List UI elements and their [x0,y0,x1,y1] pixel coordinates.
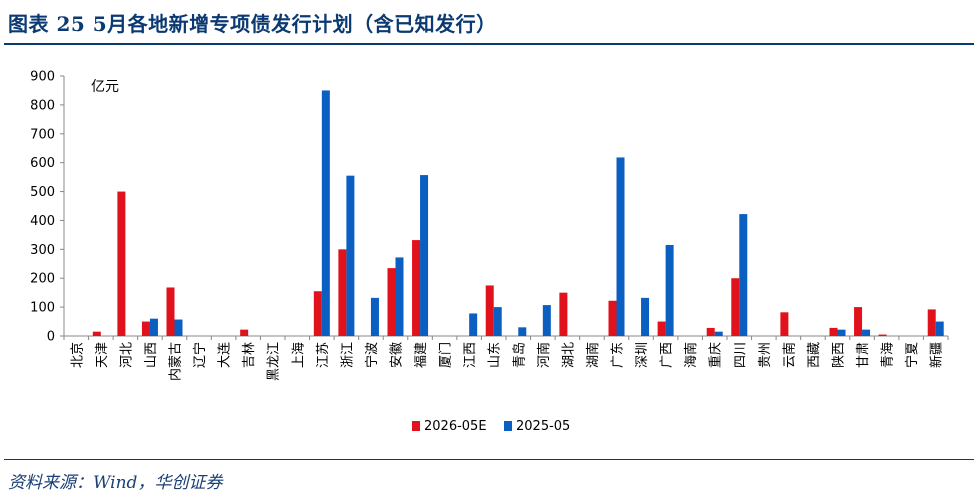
bar-2026-05E [780,312,789,336]
bar-2025-05 [518,327,527,336]
bar-2026-05E [412,240,421,336]
legend-swatch [412,421,420,431]
bar-2026-05E [927,309,936,336]
x-tick-label: 广西 [660,342,675,368]
x-tick-label: 青岛 [511,342,527,368]
bar-2025-05 [346,175,355,336]
x-tick-label: 内蒙古 [168,342,184,381]
bar-2026-05E [141,321,150,336]
x-tick-label: 江苏 [315,342,331,368]
bar-2026-05E [608,300,617,336]
x-tick-label: 宁夏 [904,342,920,368]
bar-2025-05 [641,297,650,336]
x-tick-label: 河北 [119,342,134,368]
x-tick-label: 厦门 [439,342,454,368]
bar-2025-05 [616,157,625,336]
bar-2025-05 [862,329,871,336]
bar-2025-05 [714,331,723,336]
bar-2026-05E [731,278,740,336]
y-tick-label: 300 [30,243,55,258]
bar-2025-05 [542,305,551,336]
bar-2025-05 [493,307,502,336]
title-divider [4,43,974,45]
x-tick-label: 云南 [781,342,797,368]
bar-2025-05 [837,329,846,336]
bar-2026-05E [559,292,568,336]
x-tick-label: 广东 [611,342,626,368]
x-tick-label: 四川 [733,342,748,368]
bar-2026-05E [387,268,396,336]
x-tick-label: 黑龙江 [267,342,282,381]
x-tick-label: 重庆 [708,342,724,368]
bar-2025-05 [370,297,379,336]
x-tick-label: 宁波 [364,342,380,368]
x-tick-label: 浙江 [340,342,355,368]
y-tick-label: 800 [30,98,55,113]
bar-2025-05 [739,214,748,336]
y-tick-label: 100 [30,301,55,316]
y-tick-label: 200 [30,272,55,287]
bar-2026-05E [829,327,838,336]
bar-2026-05E [338,249,347,336]
legend-swatch [504,421,512,431]
bar-2026-05E [878,334,887,336]
bar-2026-05E [240,329,249,336]
x-tick-label: 陕西 [832,342,847,368]
bar-2025-05 [665,245,674,336]
y-tick-label: 900 [30,70,55,85]
x-tick-label: 吉林 [242,342,257,368]
footer-divider [4,459,974,460]
bar-2025-05 [935,321,944,336]
x-tick-label: 湖南 [585,342,601,368]
y-tick-label: 700 [30,127,55,142]
x-tick-label: 山西 [144,342,159,368]
x-tick-label: 福建 [414,342,429,368]
bar-2026-05E [117,191,126,336]
x-tick-label: 辽宁 [192,342,208,368]
x-tick-label: 新疆 [929,342,945,368]
bar-2026-05E [485,285,494,336]
y-tick-label: 0 [47,330,55,345]
x-tick-label: 青海 [881,342,896,368]
x-tick-label: 西藏 [807,342,822,368]
bar-2026-05E [854,307,863,336]
figure-title: 图表 25 5月各地新增专项债发行计划（含已知发行） [8,12,497,36]
x-tick-label: 湖北 [561,342,576,368]
legend-label: 2025-05 [516,419,570,434]
x-tick-label: 江西 [463,342,478,368]
x-tick-label: 甘肃 [856,342,871,368]
bar-2025-05 [420,175,429,336]
x-tick-label: 河南 [536,342,552,368]
x-tick-label: 北京 [70,342,85,368]
y-tick-label: 400 [30,214,55,229]
bar-2025-05 [174,319,183,336]
x-tick-label: 贵州 [758,342,773,368]
bar-2025-05 [469,313,478,336]
bar-2025-05 [321,90,330,336]
y-axis-unit-label: 亿元 [91,79,119,95]
x-tick-label: 山东 [488,342,503,368]
x-tick-label: 大连 [217,342,233,368]
bar-2026-05E [166,287,175,336]
bar-2025-05 [395,257,404,336]
x-tick-label: 安徽 [390,342,405,368]
x-tick-label: 天津 [95,342,110,368]
y-tick-label: 600 [30,156,55,171]
bar-2026-05E [706,327,715,336]
source-note: 资料来源：Wind，华创证券 [8,473,223,493]
bar-2025-05 [149,318,158,336]
legend-label: 2026-05E [424,419,487,434]
x-tick-label: 上海 [291,342,306,368]
y-tick-label: 500 [30,185,55,200]
x-tick-label: 深圳 [635,342,650,368]
bar-2026-05E [657,321,666,336]
bar-2026-05E [92,331,101,336]
x-tick-label: 海南 [683,342,699,368]
bar-2026-05E [313,291,322,336]
